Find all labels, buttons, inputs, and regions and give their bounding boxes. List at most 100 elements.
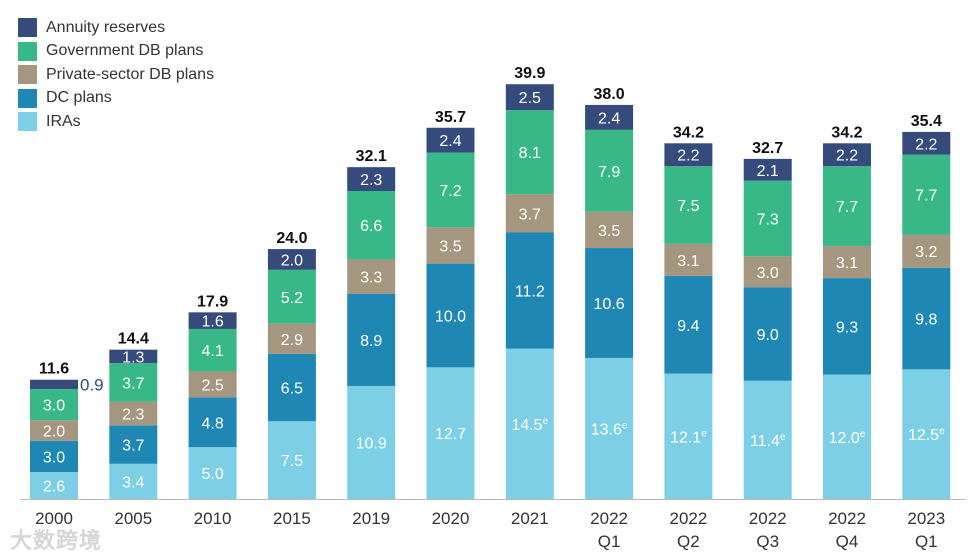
bar-segment: [743, 158, 792, 181]
bar-segment: [267, 269, 316, 324]
bar-segment: [188, 397, 237, 448]
total-label: 34.2: [673, 124, 704, 141]
segment-label: 10.6: [594, 296, 625, 313]
bar-segment: [823, 374, 871, 499]
x-tick-label: 2023: [907, 509, 945, 528]
bar-segment: [664, 243, 713, 277]
bar-segment: [426, 263, 475, 368]
bar-segment: [664, 166, 713, 244]
segment-label: 10.9: [356, 435, 387, 452]
total-label: 35.7: [435, 109, 466, 126]
segment-label: 2.0: [43, 424, 65, 441]
bar-segment: [30, 389, 78, 421]
x-tick-label: 2021: [511, 509, 549, 528]
segment-label: 3.4: [122, 474, 144, 491]
bar-segment: [505, 348, 554, 499]
bar-segment: [30, 379, 78, 390]
segment-label: 2.1: [757, 163, 779, 180]
bar-segment: [743, 180, 792, 257]
bar-segment: [902, 369, 951, 499]
total-label: 32.7: [752, 140, 783, 157]
bar-segment: [902, 234, 951, 268]
segment-label: 3.0: [43, 398, 65, 415]
bar-segment: [426, 152, 475, 228]
legend-label: Private-sector DB plans: [46, 65, 215, 83]
segment-label: 11.4e: [750, 432, 786, 450]
bar-segment: [188, 371, 237, 398]
legend-item: DC plans: [18, 87, 214, 111]
segment-label: 5.2: [281, 290, 303, 307]
segment-label: 2.5: [519, 90, 541, 107]
bar-segment: [743, 380, 792, 499]
legend-label: Government DB plans: [46, 42, 204, 60]
segment-label: 1.6: [201, 314, 223, 331]
segment-label: 12.7: [435, 426, 466, 443]
bar-segment: [664, 143, 713, 167]
total-label: 34.2: [831, 124, 862, 141]
x-tick-label: 2015: [273, 509, 311, 528]
bar-segment: [585, 104, 634, 130]
total-label: 11.6: [39, 361, 69, 378]
x-tick-label: 2019: [352, 509, 390, 528]
segment-label: 3.1: [677, 253, 699, 270]
segment-label: 10.0: [435, 308, 466, 325]
bar-segment: [585, 248, 634, 358]
bar-segment: [188, 312, 237, 329]
x-tick-quarter-label: Q2: [677, 532, 700, 551]
segment-label: 2.3: [122, 406, 144, 423]
segment-label: 9.3: [836, 319, 858, 336]
bar-segment: [267, 249, 316, 270]
segment-label: 2.2: [836, 148, 858, 165]
segment-label: 2.4: [598, 110, 620, 127]
x-tick-quarter-label: Q1: [598, 532, 621, 551]
bar-segment: [823, 278, 871, 375]
segment-label: 7.2: [439, 183, 461, 200]
segment-label: 13.6e: [591, 420, 628, 438]
bar-segment: [823, 143, 871, 167]
bar-segment: [30, 472, 78, 499]
bar-segment: [267, 353, 316, 422]
segment-label: 7.5: [281, 453, 303, 470]
x-tick-label: 2010: [194, 509, 232, 528]
bar-segment: [664, 373, 713, 499]
legend-swatch: [18, 65, 37, 85]
bar-segment: [585, 129, 634, 212]
segment-label: 9.8: [915, 312, 937, 329]
bar-segment: [585, 357, 634, 499]
bar-segment: [902, 131, 951, 155]
segment-label: 2.6: [43, 479, 65, 496]
legend-item: Government DB plans: [18, 40, 214, 64]
legend-swatch: [18, 112, 37, 132]
segment-label: 11.2: [515, 284, 545, 301]
total-label: 32.1: [356, 148, 387, 165]
bar-segment: [347, 259, 396, 294]
legend-item: Annuity reserves: [18, 16, 214, 40]
bar-segment: [347, 167, 396, 192]
bar-segment: [109, 363, 158, 402]
segment-label: 3.5: [439, 238, 461, 255]
estimate-marker: e: [701, 428, 707, 439]
segment-label: 4.8: [201, 415, 223, 432]
x-tick-quarter-label: Q4: [836, 532, 859, 551]
bar-segment: [743, 256, 792, 288]
segment-label: 8.9: [360, 333, 382, 350]
bar-segment: [347, 385, 396, 499]
segment-label: 6.5: [281, 381, 303, 398]
bar-segment: [426, 367, 475, 499]
segment-label: 2.5: [201, 377, 223, 394]
segment-label: 0.9: [80, 375, 104, 394]
bar-segment: [505, 84, 554, 111]
bar-segment: [109, 349, 158, 364]
bar-segment: [30, 420, 78, 441]
x-tick-label: 2005: [114, 509, 152, 528]
segment-label: 14.5e: [511, 416, 548, 434]
bar-segment: [505, 232, 554, 349]
legend: Annuity reserves Government DB plans Priva…: [18, 16, 214, 134]
bar-segment: [664, 276, 713, 374]
bar-segment: [743, 287, 792, 381]
legend-swatch: [18, 41, 37, 61]
segment-label: 9.4: [677, 318, 699, 335]
total-label: 17.9: [197, 293, 228, 310]
segment-label: 2.2: [915, 136, 937, 153]
